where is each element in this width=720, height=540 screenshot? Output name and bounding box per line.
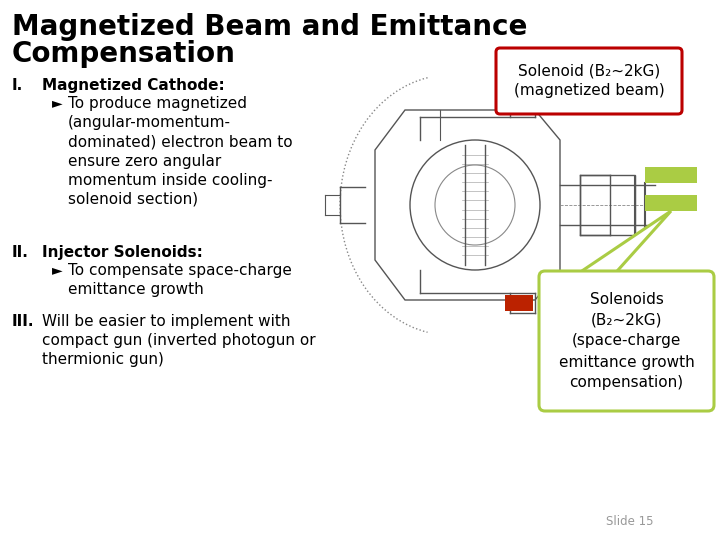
Text: III.: III.: [12, 314, 35, 329]
Text: Injector Solenoids:: Injector Solenoids:: [42, 245, 203, 260]
Polygon shape: [519, 99, 550, 108]
Polygon shape: [570, 211, 671, 279]
Text: II.: II.: [12, 245, 29, 260]
Text: ►: ►: [52, 96, 63, 110]
Bar: [580, 175, 635, 235]
Text: Compensation: Compensation: [12, 40, 236, 68]
Text: To compensate space-charge
emittance growth: To compensate space-charge emittance gro…: [68, 263, 292, 297]
FancyBboxPatch shape: [496, 48, 682, 114]
Bar: [505, 295, 533, 311]
Text: Magnetized Cathode:: Magnetized Cathode:: [42, 78, 225, 93]
Text: Solenoid (B₂~2kG)
(magnetized beam): Solenoid (B₂~2kG) (magnetized beam): [513, 64, 665, 98]
Text: To produce magnetized
(angular-momentum-
dominated) electron beam to
ensure zero: To produce magnetized (angular-momentum-…: [68, 96, 292, 207]
Text: Slide 15: Slide 15: [606, 515, 654, 528]
Text: Magnetized Beam and Emittance: Magnetized Beam and Emittance: [12, 13, 527, 41]
Text: Will be easier to implement with
compact gun (inverted photogun or
thermionic gu: Will be easier to implement with compact…: [42, 314, 315, 367]
Text: Solenoids
(B₂~2kG)
(space-charge
emittance growth
compensation): Solenoids (B₂~2kG) (space-charge emittan…: [559, 292, 694, 390]
FancyBboxPatch shape: [539, 271, 714, 411]
Bar: [645, 195, 697, 211]
Bar: [645, 167, 697, 183]
Text: ►: ►: [52, 263, 63, 277]
Text: I.: I.: [12, 78, 23, 93]
Bar: [505, 99, 533, 115]
